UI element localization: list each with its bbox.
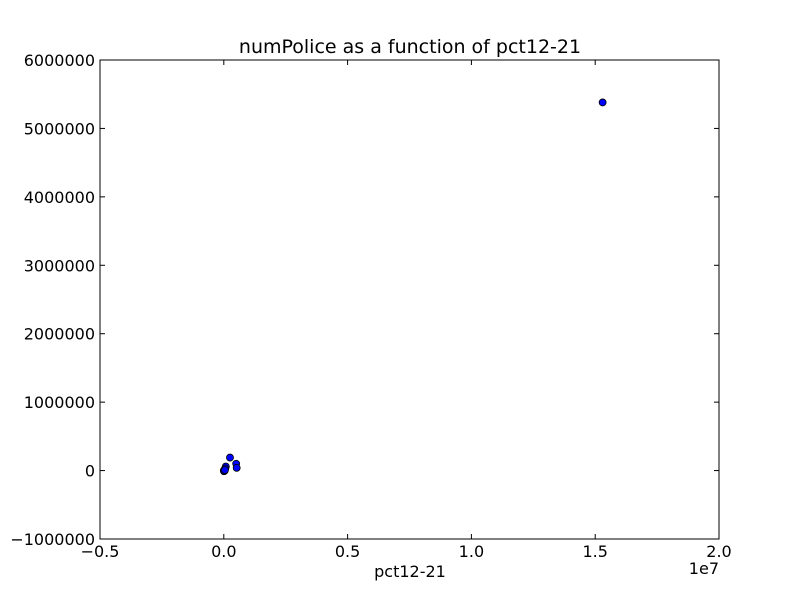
scatter-point	[221, 466, 229, 474]
x-tick-label: 1.5	[582, 542, 607, 561]
scatter-point	[232, 463, 241, 472]
y-tick-label: 1000000	[24, 393, 95, 412]
y-axis: −1000000 0 1000000 2000000 3000000 4000000 500…	[10, 51, 719, 549]
y-tick-label: 2000000	[24, 325, 95, 344]
y-tick-label: −1000000	[10, 530, 95, 549]
x-axis: −0.5 0.0 0.5 1.0 1.5 2.0	[81, 60, 732, 561]
y-tick-label: 3000000	[24, 256, 95, 275]
y-tick-label: 0	[85, 462, 95, 481]
x-tick-label: 0.0	[211, 542, 236, 561]
y-tick-label: 6000000	[24, 51, 95, 70]
plot-frame	[99, 59, 720, 540]
y-tick-label: 4000000	[24, 188, 95, 207]
x-tick-label: 0.5	[335, 542, 360, 561]
data-points	[220, 98, 607, 476]
x-axis-label: pct12-21	[374, 562, 446, 581]
x-tick-label: −0.5	[81, 542, 120, 561]
x-tick-label: 2.0	[706, 542, 731, 561]
x-tick-label: 1.0	[459, 542, 484, 561]
x-axis-offset-label: 1e7	[689, 559, 719, 578]
y-tick-label: 5000000	[24, 119, 95, 138]
chart-title: numPolice as a function of pct12-21	[239, 36, 581, 58]
scatter-point	[226, 453, 234, 462]
scatter-point	[598, 98, 607, 107]
